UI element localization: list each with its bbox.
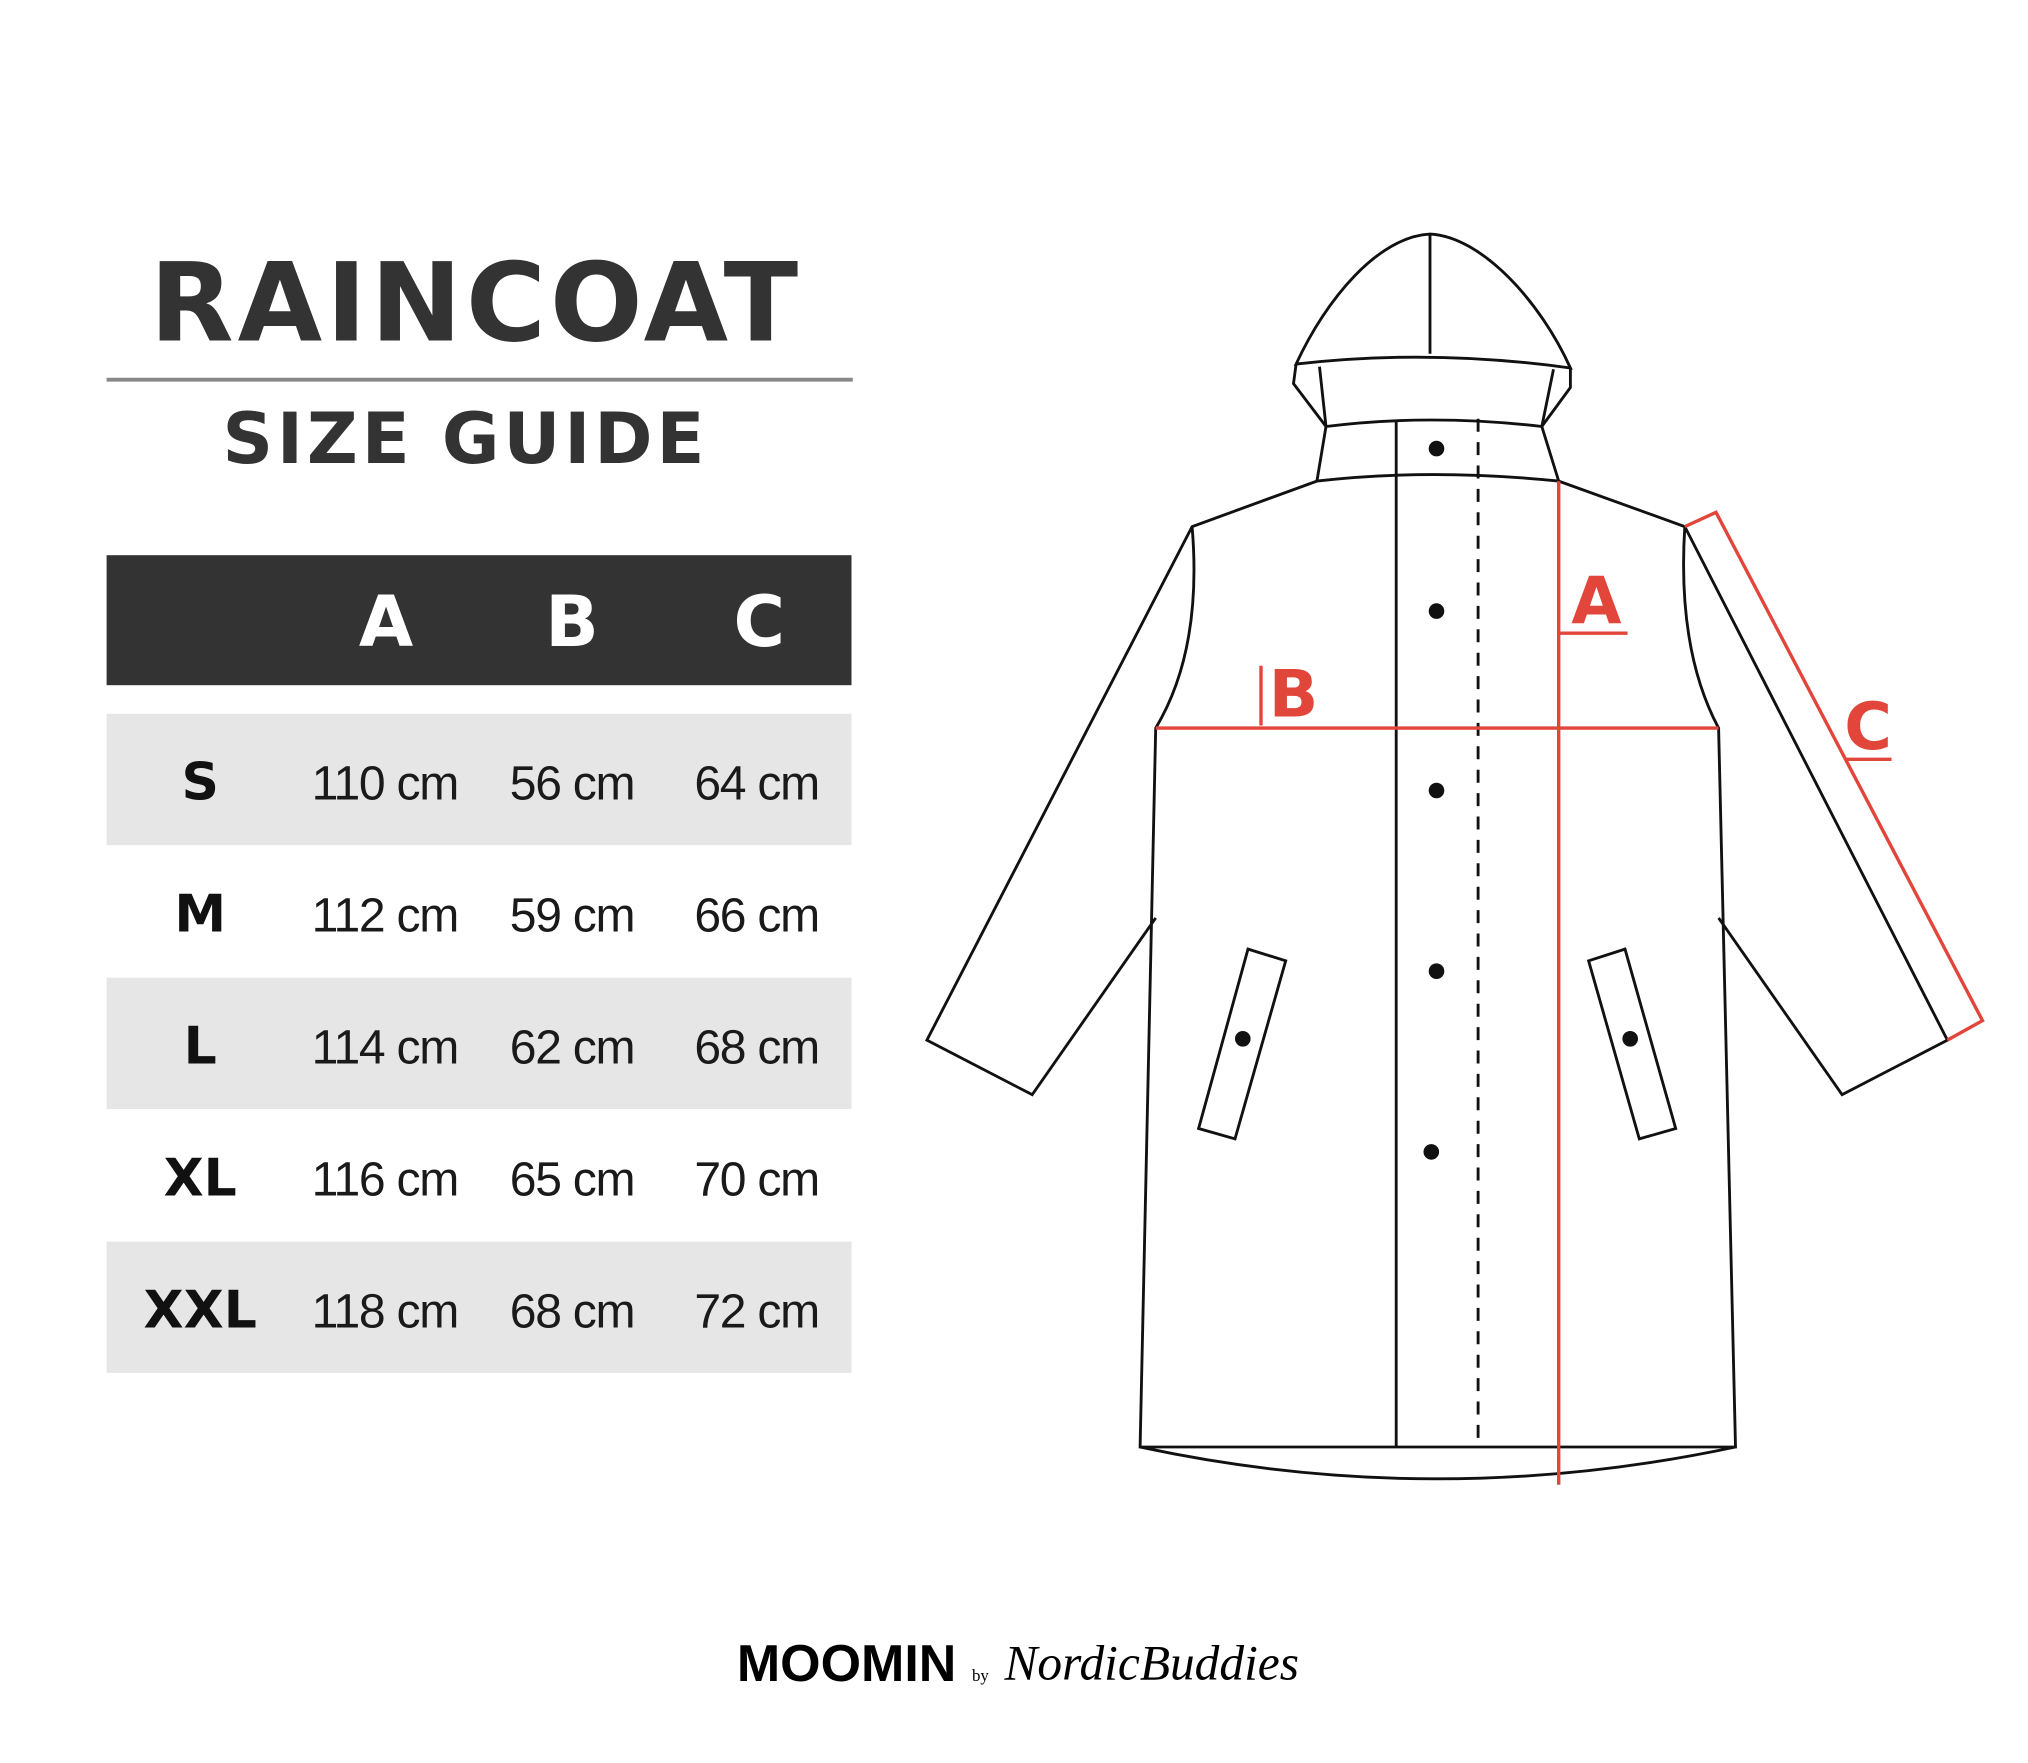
size-label: L bbox=[184, 1016, 217, 1076]
table-row: XL 116 cm 65 cm 70 cm bbox=[164, 1148, 821, 1208]
header-b: B bbox=[545, 581, 599, 663]
buttons bbox=[1235, 440, 1638, 1160]
page-subtitle: SIZE GUIDE bbox=[222, 398, 708, 480]
cell-c: 64 cm bbox=[694, 757, 818, 811]
size-label: XXL bbox=[144, 1280, 257, 1340]
table-row: S 110 cm 56 cm 64 cm bbox=[106, 713, 852, 846]
measure-c-line bbox=[1684, 510, 1985, 1042]
cell-c: 68 cm bbox=[694, 1020, 818, 1074]
cell-a: 112 cm bbox=[312, 889, 458, 943]
cell-a: 110 cm bbox=[312, 757, 458, 811]
cell-b: 59 cm bbox=[510, 889, 634, 943]
row-bg bbox=[106, 713, 852, 846]
size-label: S bbox=[181, 753, 218, 813]
table-row: L 114 cm 62 cm 68 cm bbox=[106, 977, 852, 1109]
hood bbox=[1293, 232, 1573, 370]
cell-c: 70 cm bbox=[694, 1152, 818, 1206]
cell-a: 116 cm bbox=[312, 1152, 458, 1206]
coat-body bbox=[924, 479, 1950, 1481]
cell-b: 62 cm bbox=[510, 1020, 634, 1074]
table-row: M 112 cm 59 cm 66 cm bbox=[174, 885, 820, 945]
page-title: RAINCOAT bbox=[150, 240, 802, 367]
size-table: A B C S 110 cm 56 cm 64 cm M 112 cm 59 cm 66 cm… bbox=[106, 555, 852, 1373]
right-pocket bbox=[1586, 947, 1678, 1141]
left-pocket bbox=[1196, 947, 1288, 1141]
table-header-bg bbox=[106, 555, 852, 686]
header-c: C bbox=[733, 581, 785, 663]
label-a: A bbox=[1571, 564, 1621, 639]
cell-b: 68 cm bbox=[510, 1284, 634, 1338]
logo-by: by bbox=[972, 1666, 989, 1685]
row-bg bbox=[106, 1241, 852, 1373]
table-row: XXL 118 cm 68 cm 72 cm bbox=[106, 1241, 852, 1373]
size-label: XL bbox=[164, 1148, 237, 1208]
cell-a: 114 cm bbox=[312, 1020, 458, 1074]
nordicbuddies-logo: NordicBuddies bbox=[1003, 1636, 1299, 1691]
moomin-logo: MOOMIN bbox=[737, 1635, 957, 1693]
measure-a-line bbox=[1557, 481, 1628, 1485]
cell-c: 72 cm bbox=[694, 1284, 818, 1338]
collar bbox=[1315, 418, 1561, 483]
size-label: M bbox=[174, 885, 226, 945]
row-bg bbox=[106, 977, 852, 1109]
label-b: B bbox=[1269, 657, 1319, 732]
hood-sides bbox=[1292, 363, 1572, 428]
cell-b: 65 cm bbox=[510, 1152, 634, 1206]
measure-b-line bbox=[1155, 665, 1719, 730]
cell-a: 118 cm bbox=[312, 1284, 458, 1338]
brand-logo: MOOMIN by NordicBuddies bbox=[737, 1635, 1299, 1693]
raincoat-diagram: A B C bbox=[924, 232, 1985, 1485]
label-c: C bbox=[1844, 690, 1892, 765]
header-a: A bbox=[359, 581, 413, 663]
cell-b: 56 cm bbox=[510, 757, 634, 811]
cell-c: 66 cm bbox=[694, 889, 818, 943]
